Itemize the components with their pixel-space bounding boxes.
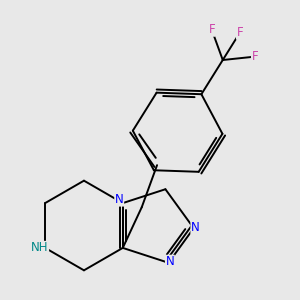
Text: N: N xyxy=(191,221,200,234)
Text: F: F xyxy=(252,50,258,63)
Text: NH: NH xyxy=(31,242,49,254)
Text: F: F xyxy=(208,23,215,36)
Text: N: N xyxy=(115,193,124,206)
Text: F: F xyxy=(237,26,243,39)
Text: N: N xyxy=(166,255,174,268)
